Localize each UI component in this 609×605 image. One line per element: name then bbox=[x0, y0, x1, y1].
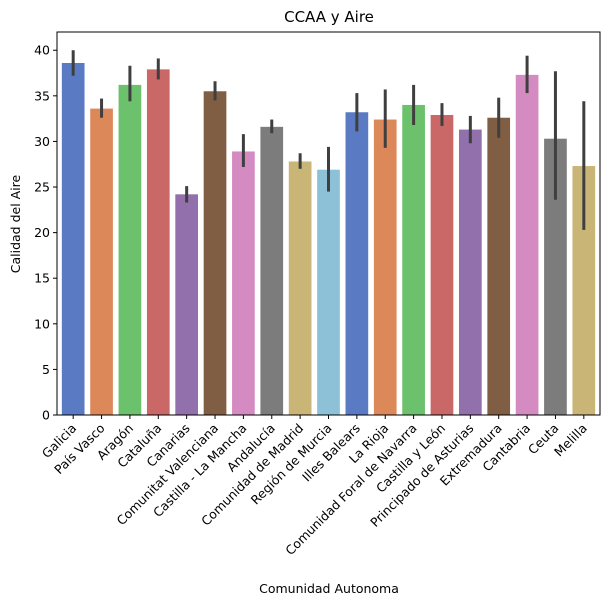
y-tick-label: 30 bbox=[34, 134, 50, 149]
bar-12 bbox=[373, 119, 397, 416]
x-tick-label: Melilla bbox=[551, 421, 590, 460]
bars-group bbox=[61, 63, 596, 416]
bar-3 bbox=[118, 84, 142, 415]
x-axis-label: Comunidad Autonoma bbox=[259, 581, 399, 596]
bar-16 bbox=[487, 117, 511, 415]
bar-7 bbox=[232, 151, 255, 415]
bar-8 bbox=[260, 126, 284, 415]
bar-19 bbox=[572, 166, 596, 415]
bar-14 bbox=[430, 114, 454, 415]
bar-6 bbox=[203, 91, 227, 416]
bar-13 bbox=[402, 104, 425, 415]
bar-5 bbox=[175, 194, 199, 415]
bar-15 bbox=[458, 129, 482, 416]
y-tick-label: 40 bbox=[34, 43, 50, 58]
y-tick-label: 35 bbox=[34, 88, 50, 103]
bar-17 bbox=[515, 74, 539, 415]
y-tick-label: 25 bbox=[34, 180, 50, 195]
bar-9 bbox=[288, 161, 312, 415]
bar-11 bbox=[345, 112, 369, 415]
chart-title: CCAA y Aire bbox=[284, 8, 374, 26]
y-tick-label: 5 bbox=[42, 362, 50, 377]
bar-2 bbox=[90, 108, 113, 415]
y-tick-label: 20 bbox=[34, 225, 50, 240]
y-axis: 0 5 10 15 20 25 30 35 40 bbox=[34, 43, 57, 423]
y-tick-label: 15 bbox=[34, 271, 50, 286]
error-bars-group bbox=[71, 50, 586, 230]
y-tick-label: 0 bbox=[42, 408, 50, 423]
bar-1 bbox=[61, 63, 85, 415]
bar-10 bbox=[317, 169, 340, 415]
bar-4 bbox=[146, 69, 170, 415]
y-axis-label: Calidad del Aire bbox=[8, 174, 23, 273]
y-tick-label: 10 bbox=[34, 316, 50, 331]
bar-18 bbox=[544, 138, 567, 415]
plot-frame bbox=[56, 31, 601, 416]
